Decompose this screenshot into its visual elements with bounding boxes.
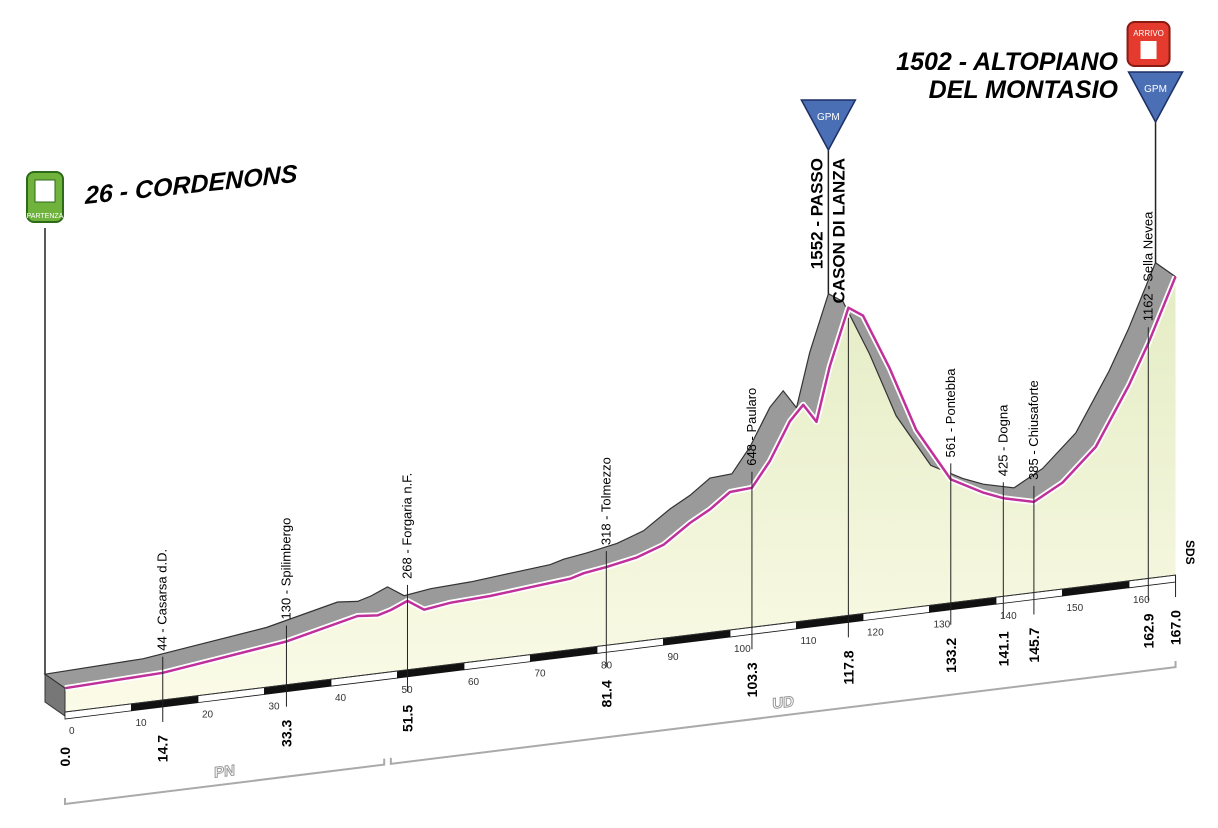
- km-tick-label: 30: [269, 701, 281, 712]
- province-line: [389, 661, 1177, 765]
- start-flag: [34, 179, 56, 203]
- summit-label: CASON DI LANZA: [829, 158, 848, 303]
- side-label: SDS: [1183, 540, 1197, 565]
- finish-icon: [1140, 41, 1157, 59]
- km-label: 167.0: [1168, 610, 1184, 645]
- ground-line: [64, 574, 1176, 713]
- finish-badge-text: ARRIVO: [1133, 29, 1164, 38]
- km-tick-label: 90: [668, 652, 680, 663]
- km-label: 51.5: [399, 705, 415, 732]
- waypoint-label: 44 - Casarsa d.D.: [155, 549, 170, 651]
- km-tick-label: 20: [202, 710, 214, 721]
- km-tick-label: 140: [1000, 611, 1017, 622]
- waypoint-label: 561 - Pontebba: [943, 368, 958, 458]
- km-label: 0.0: [57, 747, 73, 767]
- km-tick-label: 0: [69, 726, 75, 737]
- km-tick-label: 150: [1067, 603, 1084, 614]
- waypoint-label: 648 - Paularo: [744, 388, 759, 466]
- km-label: 133.2: [943, 638, 959, 673]
- start-face: [44, 673, 66, 717]
- gpm-triangle: [1127, 71, 1184, 124]
- km-label: 162.9: [1140, 613, 1156, 648]
- province-label: UD: [772, 693, 794, 713]
- gpm-text: GPM: [1144, 84, 1167, 95]
- km-tick-label: 130: [934, 619, 951, 630]
- km-tick-label: 40: [335, 693, 347, 704]
- km-label: 117.8: [840, 650, 856, 684]
- km-label: 145.7: [1026, 627, 1042, 662]
- finish-label: DEL MONTASIO: [929, 76, 1119, 104]
- profile-fill: [65, 276, 1176, 712]
- waypoint-label: 1162 - Sella Nevea: [1140, 211, 1155, 321]
- start-label: 26 - CORDENONS: [84, 160, 298, 210]
- start-badge-text: PARTENZA: [27, 213, 64, 220]
- waypoint-label: 425 - Dogna: [995, 404, 1010, 476]
- waypoint-label: 318 - Tolmezzo: [598, 457, 613, 545]
- km-tick-label: 110: [801, 636, 817, 647]
- province-line: [64, 758, 386, 806]
- km-label: 103.3: [744, 662, 760, 697]
- gpm-triangle: [800, 99, 857, 152]
- km-label: 141.1: [995, 631, 1011, 666]
- km-tick-label: 120: [867, 628, 884, 639]
- km-tick-label: 160: [1133, 595, 1150, 606]
- waypoint-label: 385 - Chiusaforte: [1026, 380, 1041, 480]
- km-label: 33.3: [278, 719, 294, 746]
- km-tick-label: 10: [136, 718, 148, 729]
- summit-label: 1552 - PASSO: [807, 158, 826, 269]
- profile-line: [64, 276, 1177, 690]
- gpm-text: GPM: [817, 112, 840, 123]
- finish-label: 1502 - ALTOPIANO: [896, 48, 1118, 76]
- province-label: PN: [214, 762, 235, 781]
- km-tick-label: 70: [535, 669, 547, 680]
- waypoint-label: 268 - Forgaria n.F.: [399, 473, 414, 579]
- km-label: 81.4: [598, 680, 614, 707]
- waypoint-label: 130 - Spilimbergo: [278, 518, 293, 620]
- km-tick-label: 100: [734, 644, 751, 655]
- km-tick-label: 60: [468, 677, 480, 688]
- km-label: 14.7: [155, 735, 171, 762]
